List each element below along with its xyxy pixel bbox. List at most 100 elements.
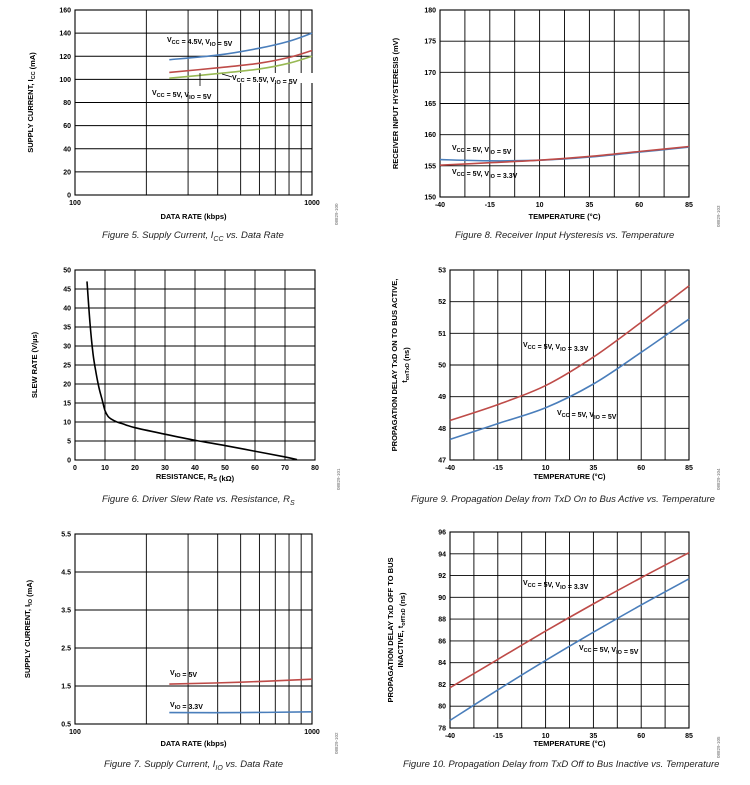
y-axis-label: SUPPLY CURRENT, ICC (mA)	[26, 52, 37, 153]
x-tick-label: 10	[101, 465, 109, 472]
y-tick-label: 120	[59, 54, 71, 61]
y-axis-label: SLEW RATE (V/µs)	[30, 331, 39, 398]
series-annotation: VCC = 5V, VIO = 3.3V	[523, 580, 589, 591]
series-annotation: VCC = 5V, VIO = 3.3V	[523, 342, 589, 353]
x-tick-label: 1000	[304, 729, 320, 736]
series-annotation: VCC = 5V, VIO = 5V	[557, 410, 617, 421]
series-line	[169, 711, 313, 714]
chart-svg-fig8: 150 155 160 165 170 175 180 -40 -15 10 35 60 85 TEMPE…	[391, 8, 721, 228]
y-tick-label: 96	[438, 530, 446, 537]
plot-frame	[74, 9, 313, 196]
y-tick-label: 20	[63, 382, 71, 389]
plot-frame	[74, 269, 316, 461]
x-tick-label: 100	[69, 729, 81, 736]
x-tick-label: -15	[493, 465, 503, 472]
caption-fig8: Figure 8. Receiver Input Hysteresis vs. …	[455, 230, 675, 241]
gridlines	[74, 9, 313, 196]
x-tick-label: 10	[536, 202, 544, 209]
x-tick-label: 60	[635, 202, 643, 209]
series-annotation: VIO = 5V	[170, 670, 197, 679]
x-tick-label: 35	[590, 465, 598, 472]
y-tick-label: 100	[59, 77, 71, 84]
y-tick-label: 0	[67, 458, 71, 465]
x-tick-label: 20	[131, 465, 139, 472]
plot-area-fig5: 0 20 40 60 80 100 120 140 160 100 1000 DATA RATE (k…	[26, 8, 339, 226]
y-tick-label: 50	[438, 363, 446, 370]
x-tick-label: 60	[251, 465, 259, 472]
y-tick-label: 47	[438, 458, 446, 465]
y-tick-label: 52	[438, 299, 446, 306]
y-tick-label: 170	[424, 70, 436, 77]
annotation-leader	[221, 73, 233, 78]
x-axis-label: RESISTANCE, RS (kΩ)	[156, 472, 235, 483]
series-line	[449, 551, 690, 689]
y-tick-label: 1.5	[61, 684, 71, 691]
x-tick-label: 10	[542, 465, 550, 472]
y-tick-label: 30	[63, 344, 71, 351]
series-annotation: VCC = 5V, VIO = 5V	[452, 145, 512, 156]
chart-fig6: 0 5 10 15 20 25 30 35 40 45 50 0 10 20 30 40 50 60 70 80 RES…	[0, 258, 375, 518]
series-line	[449, 318, 690, 441]
gridlines	[449, 269, 690, 461]
x-tick-label: 10	[542, 733, 550, 740]
plot-frame	[74, 533, 313, 725]
y-tick-label: 3.5	[61, 608, 71, 615]
y-tick-label: 165	[424, 101, 436, 108]
x-axis-label: DATA RATE (kbps)	[161, 739, 227, 748]
y-tick-label: 25	[63, 363, 71, 370]
plot-area-fig10: 78 80 82 84 86 88 90 92 94 96 -40 -15 10 35 60 85 TEMPER…	[386, 530, 721, 759]
caption-fig5: Figure 5. Supply Current, ICC vs. Data R…	[102, 230, 284, 243]
y-tick-label: 150	[424, 195, 436, 202]
figure-id: 08829-102	[334, 732, 339, 754]
x-tick-label: -15	[493, 733, 503, 740]
y-tick-label: 40	[63, 306, 71, 313]
y-tick-label: 160	[59, 8, 71, 15]
series-line	[169, 49, 313, 74]
plot-area-fig6: 0 5 10 15 20 25 30 35 40 45 50 0 10 20 30 40 50 60 70 80 RES…	[30, 268, 341, 491]
y-tick-label: 2.5	[61, 646, 71, 653]
chart-fig7: 0.5 1.5 2.5 3.5 4.5 5.5 100 1000 DATA RATE (kbps…	[0, 522, 375, 780]
caption-fig9: Figure 9. Propagation Delay from TxD On …	[411, 494, 715, 505]
series-annotation: VCC = 5V, VIO = 5V	[579, 645, 639, 656]
series-line	[449, 285, 690, 422]
y-tick-label: 88	[438, 617, 446, 624]
x-tick-label: 60	[637, 465, 645, 472]
x-tick-label: 50	[221, 465, 229, 472]
series-line	[439, 145, 690, 167]
y-axis-label: PROPAGATION DELAY TxD OFF TO BUS	[386, 557, 395, 702]
chart-fig10: 78 80 82 84 86 88 90 92 94 96 -40 -15 10 35 60 85 TEMPER…	[375, 522, 750, 780]
x-axis-label: TEMPERATURE (°C)	[533, 472, 606, 481]
figure-id: 08829-104	[716, 468, 721, 490]
chart-fig5: 0 20 40 60 80 100 120 140 160 100 1000 DATA RATE (k…	[0, 0, 375, 255]
plot-area-fig9: 47 48 49 50 51 52 53 -40 -15 10 35 60 85 TEMPERATURE …	[390, 268, 721, 491]
y-axis-label: INACTIVE, toffTxD (ns)	[396, 592, 407, 667]
x-tick-label: -40	[445, 733, 455, 740]
x-tick-label: 70	[281, 465, 289, 472]
y-tick-label: 180	[424, 8, 436, 15]
y-tick-label: 51	[438, 331, 446, 338]
x-axis-label: TEMPERATURE (°C)	[528, 212, 601, 221]
x-tick-label: 40	[191, 465, 199, 472]
x-axis-label: DATA RATE (kbps)	[161, 212, 227, 221]
chart-svg-fig5: 0 20 40 60 80 100 120 140 160 100 1000 DATA RATE (k…	[26, 8, 339, 226]
y-tick-label: 86	[438, 638, 446, 645]
series-annotation: VIO = 3.3V	[170, 702, 203, 711]
series-line	[86, 281, 298, 461]
y-tick-label: 4.5	[61, 570, 71, 577]
y-tick-label: 0	[67, 193, 71, 200]
series-annotation: VCC = 5.5V, VIO = 5V	[232, 75, 298, 86]
chart-fig8: 150 155 160 165 170 175 180 -40 -15 10 35 60 85 TEMPE…	[375, 0, 750, 255]
y-axis-label: PROPAGATION DELAY TxD ON TO BUS ACTIVE,	[390, 279, 399, 452]
figure-id: 08829-101	[336, 468, 341, 490]
y-tick-label: 84	[438, 660, 446, 667]
x-tick-label: 85	[685, 465, 693, 472]
figure-id: 08829-100	[334, 203, 339, 225]
gridlines	[74, 533, 313, 725]
gridlines	[439, 9, 690, 198]
x-tick-label: 1000	[304, 200, 320, 207]
y-tick-label: 35	[63, 325, 71, 332]
y-tick-label: 5	[67, 439, 71, 446]
x-tick-label: 80	[311, 465, 319, 472]
figure-id: 08829-105	[716, 736, 721, 758]
x-tick-label: -40	[445, 465, 455, 472]
